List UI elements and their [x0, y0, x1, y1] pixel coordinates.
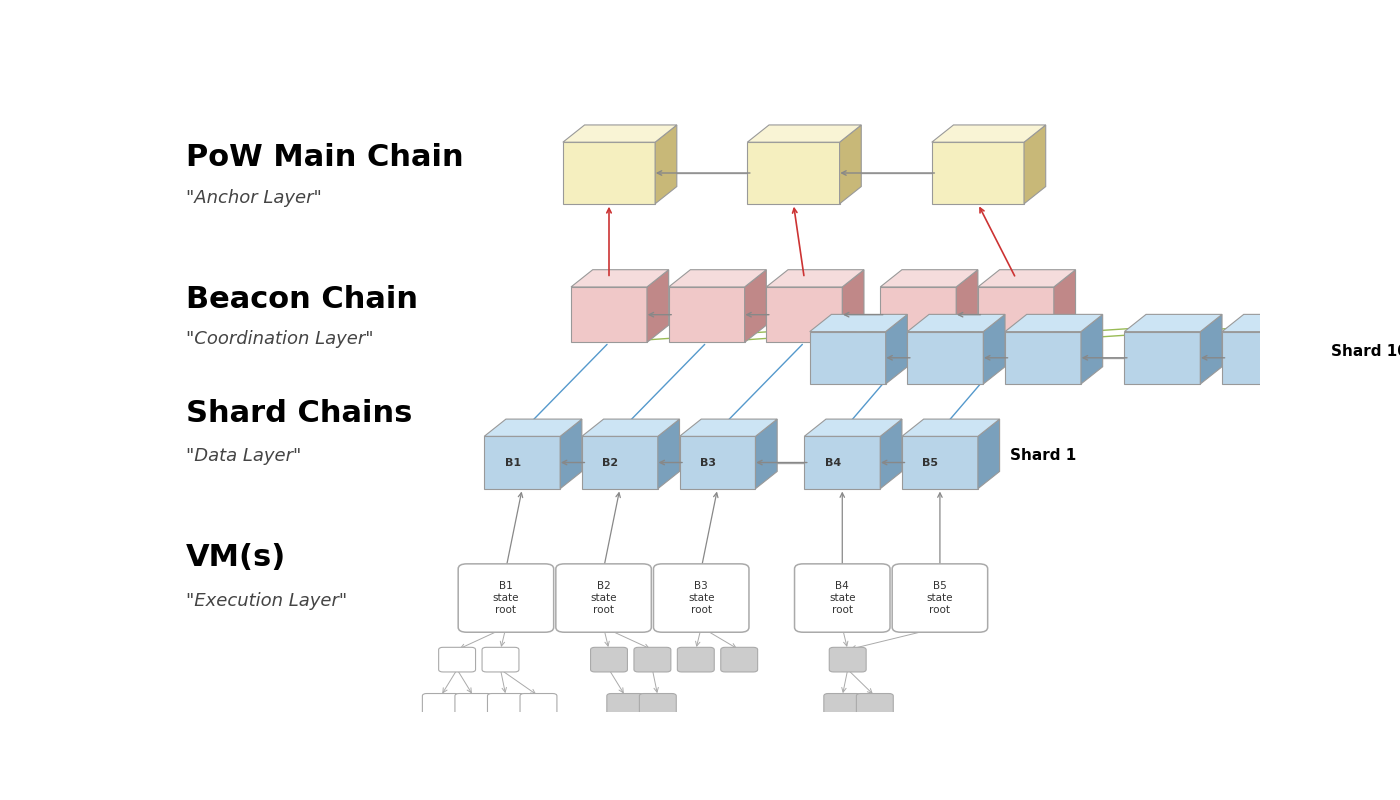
Polygon shape	[977, 287, 1054, 342]
Polygon shape	[1005, 314, 1103, 332]
Polygon shape	[748, 142, 840, 204]
Polygon shape	[804, 436, 881, 489]
Polygon shape	[902, 436, 977, 489]
Polygon shape	[977, 419, 1000, 489]
Text: B2
state
root: B2 state root	[591, 582, 617, 614]
Polygon shape	[886, 314, 907, 384]
Polygon shape	[977, 270, 1075, 287]
Polygon shape	[1124, 332, 1200, 384]
FancyBboxPatch shape	[892, 564, 987, 632]
Text: VM(s): VM(s)	[186, 543, 286, 573]
FancyBboxPatch shape	[423, 694, 459, 718]
Polygon shape	[1222, 314, 1320, 332]
FancyBboxPatch shape	[829, 647, 867, 672]
Polygon shape	[669, 270, 766, 287]
Polygon shape	[647, 270, 669, 342]
FancyBboxPatch shape	[654, 564, 749, 632]
Polygon shape	[1200, 314, 1222, 384]
FancyBboxPatch shape	[795, 564, 890, 632]
Polygon shape	[563, 125, 676, 142]
Polygon shape	[983, 314, 1005, 384]
Polygon shape	[809, 314, 907, 332]
Polygon shape	[907, 332, 983, 384]
FancyBboxPatch shape	[455, 694, 491, 718]
FancyBboxPatch shape	[640, 694, 676, 718]
Polygon shape	[804, 419, 902, 436]
Polygon shape	[1124, 314, 1222, 332]
Text: B2: B2	[602, 458, 619, 467]
Polygon shape	[809, 332, 886, 384]
Text: B5: B5	[923, 458, 938, 467]
Polygon shape	[907, 314, 1005, 332]
Text: "Anchor Layer": "Anchor Layer"	[186, 189, 322, 206]
Polygon shape	[932, 142, 1023, 204]
Text: "Coordination Layer": "Coordination Layer"	[186, 330, 374, 348]
FancyBboxPatch shape	[721, 647, 757, 672]
Polygon shape	[1054, 270, 1075, 342]
FancyBboxPatch shape	[482, 647, 519, 672]
Polygon shape	[745, 270, 766, 342]
Text: "Data Layer": "Data Layer"	[186, 447, 301, 466]
Polygon shape	[932, 125, 1046, 142]
Text: PoW Main Chain: PoW Main Chain	[186, 143, 463, 172]
Polygon shape	[655, 125, 676, 204]
Text: Beacon Chain: Beacon Chain	[186, 285, 417, 314]
Polygon shape	[748, 125, 861, 142]
Polygon shape	[956, 270, 977, 342]
Text: B1: B1	[504, 458, 521, 467]
Polygon shape	[843, 270, 864, 342]
Polygon shape	[1298, 314, 1320, 384]
Polygon shape	[560, 419, 582, 489]
Text: "Execution Layer": "Execution Layer"	[186, 592, 347, 610]
Polygon shape	[881, 419, 902, 489]
FancyBboxPatch shape	[438, 647, 476, 672]
Polygon shape	[582, 419, 679, 436]
Polygon shape	[766, 287, 843, 342]
Polygon shape	[679, 436, 756, 489]
Polygon shape	[1005, 332, 1081, 384]
FancyBboxPatch shape	[458, 564, 553, 632]
Polygon shape	[881, 287, 956, 342]
Text: B3
state
root: B3 state root	[687, 582, 714, 614]
Text: Shard 1024: Shard 1024	[1330, 344, 1400, 358]
Polygon shape	[1081, 314, 1103, 384]
Polygon shape	[669, 287, 745, 342]
Polygon shape	[1023, 125, 1046, 204]
Text: B1
state
root: B1 state root	[493, 582, 519, 614]
FancyBboxPatch shape	[591, 647, 627, 672]
FancyBboxPatch shape	[634, 647, 671, 672]
Polygon shape	[902, 419, 1000, 436]
Text: B4: B4	[825, 458, 841, 467]
Text: B3: B3	[700, 458, 715, 467]
FancyBboxPatch shape	[857, 694, 893, 718]
Polygon shape	[563, 142, 655, 204]
Polygon shape	[840, 125, 861, 204]
Polygon shape	[658, 419, 679, 489]
FancyBboxPatch shape	[519, 694, 557, 718]
Polygon shape	[571, 270, 669, 287]
Polygon shape	[756, 419, 777, 489]
Text: B5
state
root: B5 state root	[927, 582, 953, 614]
Polygon shape	[484, 419, 582, 436]
Polygon shape	[1222, 332, 1298, 384]
FancyBboxPatch shape	[606, 694, 644, 718]
FancyBboxPatch shape	[823, 694, 861, 718]
Polygon shape	[582, 436, 658, 489]
FancyBboxPatch shape	[487, 694, 525, 718]
Polygon shape	[679, 419, 777, 436]
Text: B4
state
root: B4 state root	[829, 582, 855, 614]
Text: Shard 1: Shard 1	[1011, 449, 1077, 463]
FancyBboxPatch shape	[556, 564, 651, 632]
Polygon shape	[881, 270, 977, 287]
Polygon shape	[484, 436, 560, 489]
FancyBboxPatch shape	[678, 647, 714, 672]
Polygon shape	[571, 287, 647, 342]
Polygon shape	[766, 270, 864, 287]
Text: Shard Chains: Shard Chains	[186, 398, 412, 428]
